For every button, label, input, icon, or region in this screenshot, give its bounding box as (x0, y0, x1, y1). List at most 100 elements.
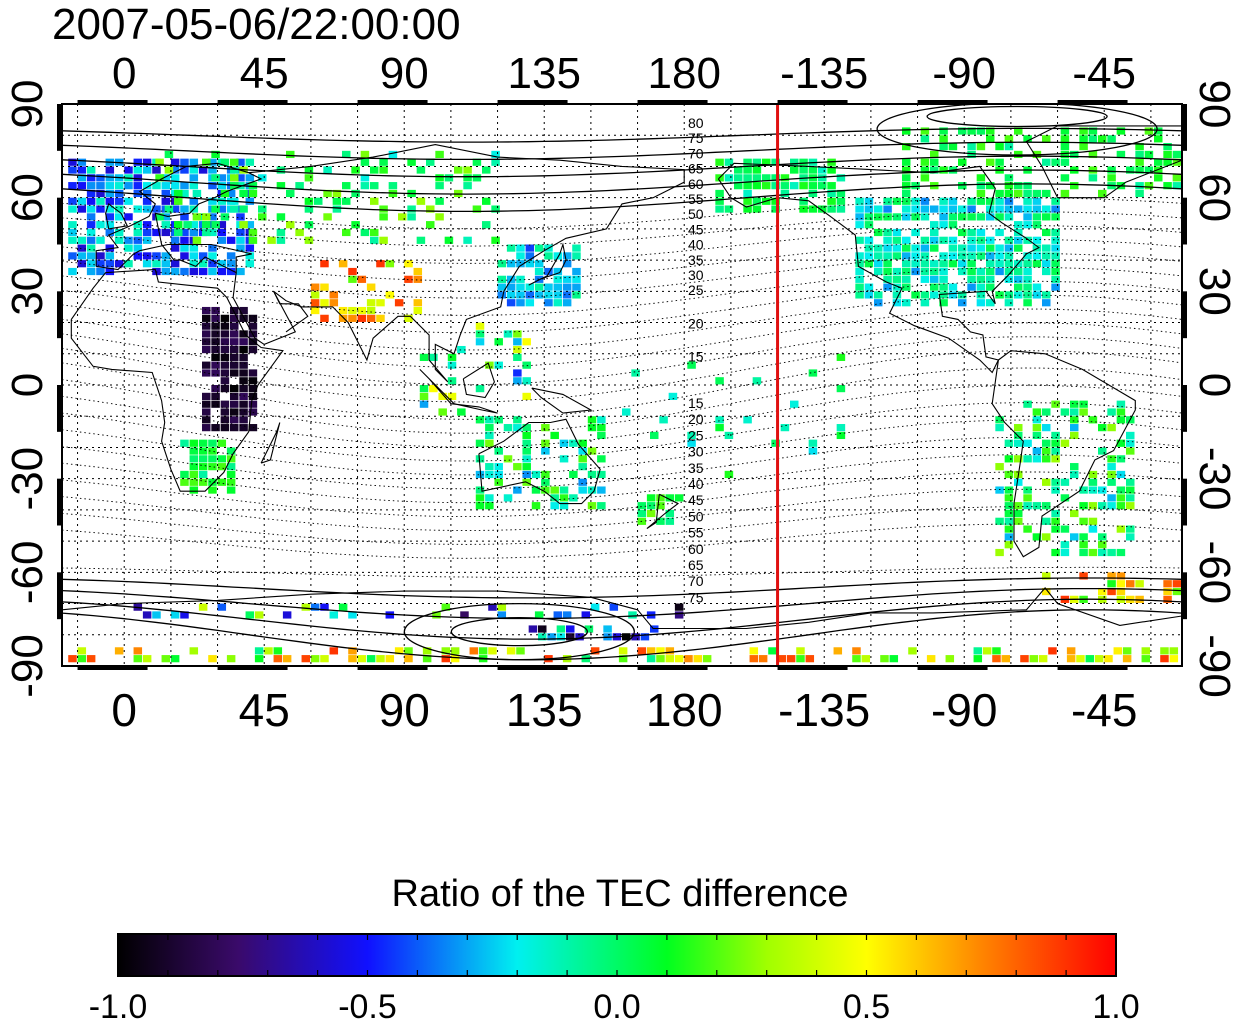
tec-cell (248, 322, 258, 330)
contour-label: 70 (688, 573, 704, 589)
tec-cell (1116, 455, 1126, 463)
tec-cell (920, 291, 930, 299)
tec-cell (152, 611, 161, 619)
tec-cell (939, 213, 948, 221)
colorbar-tick-label: -1.0 (89, 988, 148, 1024)
tec-cell (105, 228, 115, 237)
x-tick-label-bottom: -135 (778, 684, 870, 736)
tec-cell (836, 174, 846, 182)
tec-cell (230, 385, 239, 393)
tec-cell (86, 236, 96, 244)
tec-cell (124, 236, 133, 244)
colorbar-labels: -1.0 -0.5 0.0 0.5 1.0 (89, 988, 1140, 1024)
tec-cell (357, 655, 367, 663)
tec-cell (986, 299, 995, 307)
tec-cell (1042, 478, 1051, 486)
tec-cell (161, 221, 171, 229)
tec-cell (180, 244, 189, 252)
tec-cell (553, 267, 563, 276)
tec-cell (198, 439, 208, 447)
tec-cell (1051, 205, 1060, 213)
tec-cell (1032, 221, 1042, 229)
tec-cell (1060, 541, 1070, 549)
tec-cell (192, 236, 202, 244)
tec-cell (976, 174, 986, 182)
tec-cell (562, 299, 572, 307)
tec-cell (1051, 283, 1060, 291)
tec-cell (522, 377, 531, 385)
contour-label: 40 (688, 476, 704, 492)
tec-cell (198, 260, 208, 268)
tec-cell (749, 647, 759, 655)
tec-cell (366, 314, 376, 322)
x-axis-top-labels: 0 45 90 135 180 -135 -90 -45 (112, 49, 1136, 98)
tec-cell (202, 314, 211, 322)
contour-label: 60 (688, 176, 704, 192)
tec-cell (189, 158, 199, 166)
tec-cell (348, 275, 357, 283)
y-tick-label-left: 60 (3, 173, 52, 222)
tec-cell (360, 158, 370, 166)
tec-cell (1169, 655, 1179, 663)
tec-cell (152, 166, 161, 174)
tec-cell (301, 655, 311, 663)
tec-cell (553, 291, 563, 299)
tec-cell (1042, 299, 1051, 307)
tec-cell (286, 189, 295, 198)
tec-cell (133, 158, 143, 166)
tec-cell (155, 213, 164, 221)
tec-cell (1088, 525, 1098, 533)
contour-label: 20 (688, 315, 704, 331)
tec-cell (1066, 647, 1076, 655)
tec-cell (883, 275, 892, 283)
y-tick-label-right: -60 (1190, 541, 1239, 605)
tec-cell (357, 275, 367, 283)
tec-cell (995, 197, 1004, 205)
tec-cell (992, 647, 1001, 655)
tec-cell (1023, 283, 1032, 291)
tec-cell (637, 647, 647, 655)
tec-cell (967, 252, 976, 260)
tec-cell (734, 182, 743, 190)
tec-cell (939, 205, 948, 213)
tec-cell (864, 236, 874, 244)
tec-cell (370, 236, 379, 244)
tec-cell (930, 228, 939, 237)
tec-cell (771, 158, 780, 166)
tec-cell (1076, 655, 1085, 663)
tec-cell (155, 158, 164, 166)
tec-cell (96, 197, 105, 205)
tec-cell (370, 166, 379, 174)
coastline (62, 587, 1182, 630)
tec-cell (208, 463, 217, 471)
tec-cell (366, 299, 376, 307)
tec-cell (170, 158, 180, 166)
tec-cell (376, 314, 385, 322)
tec-cell (958, 260, 967, 268)
tec-cell (693, 655, 703, 663)
tec-cell (808, 369, 818, 377)
tec-cell (482, 221, 491, 229)
tec-cell (920, 236, 930, 244)
tec-cell (1023, 502, 1032, 510)
contour-label: 35 (688, 460, 704, 476)
tec-cell (211, 330, 220, 338)
mlat-contour (62, 336, 1182, 403)
tec-cell (86, 182, 96, 190)
tec-cell (220, 353, 230, 361)
tec-cell (230, 345, 239, 354)
map-grid (62, 104, 1182, 666)
tec-cell (68, 205, 77, 213)
tec-cell (939, 267, 948, 276)
tec-cell (435, 174, 444, 182)
tec-cell (472, 205, 482, 213)
tec-cell (385, 611, 395, 619)
tec-cell (1135, 595, 1144, 603)
tec-cell (379, 213, 388, 221)
tec-cell (475, 338, 485, 346)
tec-cell (96, 189, 105, 198)
tec-cell (1023, 400, 1032, 408)
tec-cell (488, 647, 497, 655)
tec-cell (1135, 143, 1144, 151)
tec-cell (485, 424, 494, 432)
